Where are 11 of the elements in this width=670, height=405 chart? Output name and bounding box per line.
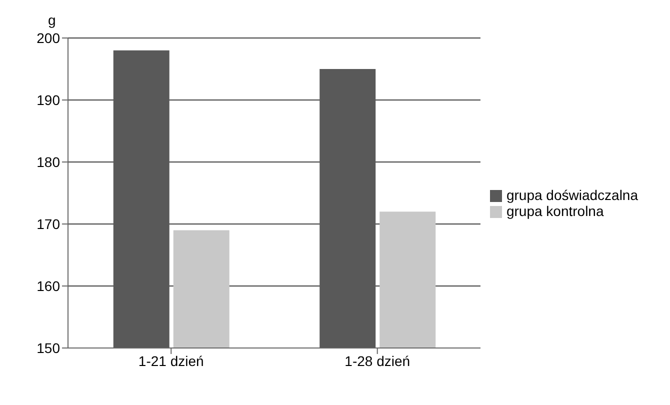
x-tick-label: 1-28 dzień <box>344 352 410 369</box>
x-tick-label: 1-21 dzień <box>138 352 204 369</box>
y-tick-label: 190 <box>36 92 60 108</box>
y-tick-label: 180 <box>36 154 60 170</box>
y-tick-label: 170 <box>36 216 60 232</box>
legend-label: grupa doświadczalna <box>506 187 638 203</box>
y-tick-label: 200 <box>36 30 60 46</box>
y-tick-label: 150 <box>36 340 60 356</box>
legend-label: grupa kontrolna <box>506 203 604 219</box>
y-axis-title: g <box>48 12 56 28</box>
y-tick-label: 160 <box>36 278 60 294</box>
